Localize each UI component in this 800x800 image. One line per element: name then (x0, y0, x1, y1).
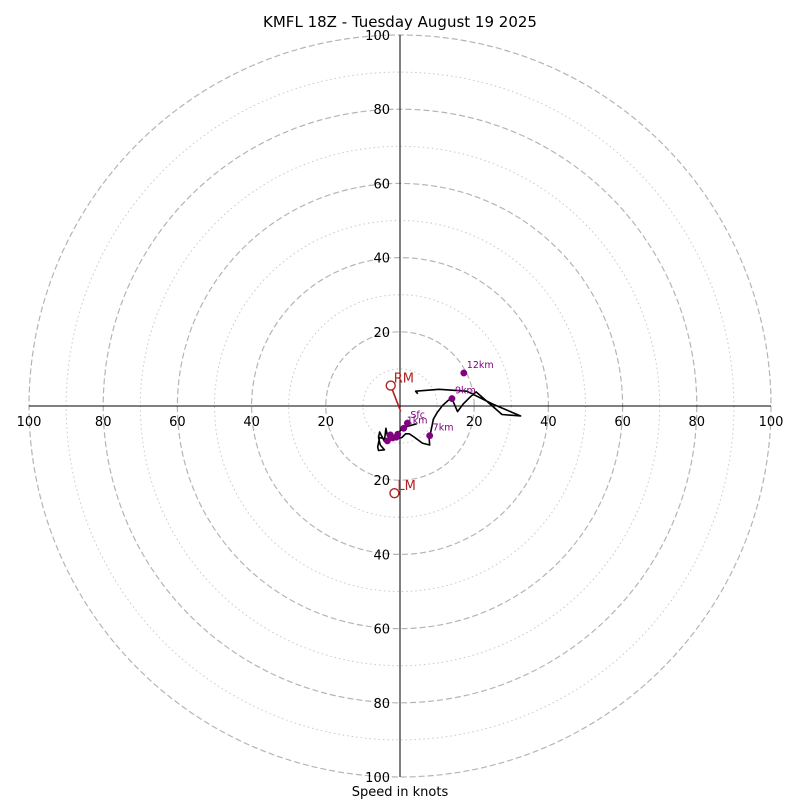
tick-label-top-100: 100 (365, 29, 390, 44)
rm-label: RM (394, 372, 414, 387)
tick-label-bottom-20: 20 (373, 474, 390, 489)
height-marker-label-1: 1km (407, 415, 428, 426)
axes (29, 35, 771, 777)
tick-label-top-40: 40 (373, 252, 390, 267)
lm-marker (389, 487, 400, 499)
storm-motion: RM LM (385, 372, 416, 499)
rm-marker (385, 380, 396, 391)
tick-label-right-40: 40 (540, 415, 557, 430)
height-marker-point-6 (392, 433, 400, 441)
tick-label-right-60: 60 (614, 415, 631, 430)
lm-label: LM (397, 479, 415, 494)
height-marker-label-8: 9km (455, 386, 476, 397)
height-marker-point-7 (426, 432, 434, 440)
tick-label-left-20: 20 (318, 415, 335, 430)
chart-title: KMFL 18Z - Tuesday August 19 2025 (263, 13, 537, 31)
tick-label-right-100: 100 (759, 415, 784, 430)
tick-label-top-80: 80 (373, 103, 390, 118)
tick-label-top-20: 20 (373, 326, 390, 341)
tick-label-left-60: 60 (169, 415, 186, 430)
height-marker-point-4 (383, 437, 391, 445)
tick-label-left-80: 80 (95, 415, 112, 430)
tick-label-bottom-60: 60 (373, 623, 390, 638)
tick-label-top-60: 60 (373, 177, 390, 192)
height-marker-point-0 (403, 419, 411, 427)
axis-tick-labels: 20 20 20 20 40 40 40 40 60 60 60 60 80 80 80 80 100 100 10… (17, 29, 784, 786)
tick-label-left-100: 100 (17, 415, 42, 430)
wind-trace (376, 388, 522, 452)
tick-label-bottom-100: 100 (365, 771, 390, 786)
height-marker-point-9 (460, 369, 468, 377)
height-marker-point-8 (448, 395, 456, 403)
tick-label-left-40: 40 (243, 415, 260, 430)
height-marker-label-7: 7km (433, 423, 454, 434)
tick-label-right-20: 20 (466, 415, 483, 430)
tick-label-right-80: 80 (689, 415, 706, 430)
x-axis-label: Speed in knots (352, 785, 449, 800)
height-marker-label-0: Sfc (410, 410, 425, 421)
tick-label-bottom-40: 40 (373, 548, 390, 563)
height-marker-label-9: 12km (467, 360, 494, 371)
height-marker-point-1 (400, 424, 408, 432)
height-marker-point-5 (386, 431, 394, 439)
wind-trace-line (376, 388, 522, 452)
tick-label-bottom-80: 80 (373, 697, 390, 712)
